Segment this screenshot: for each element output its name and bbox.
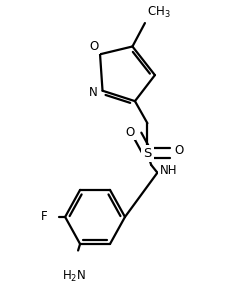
Text: CH$_3$: CH$_3$	[147, 5, 170, 21]
Text: H$_2$N: H$_2$N	[62, 269, 86, 284]
Text: O: O	[89, 40, 98, 53]
Text: N: N	[88, 86, 97, 99]
Text: O: O	[125, 126, 134, 139]
Text: S: S	[143, 147, 151, 160]
Text: NH: NH	[159, 164, 177, 177]
Text: O: O	[173, 144, 183, 157]
Text: F: F	[41, 211, 47, 224]
